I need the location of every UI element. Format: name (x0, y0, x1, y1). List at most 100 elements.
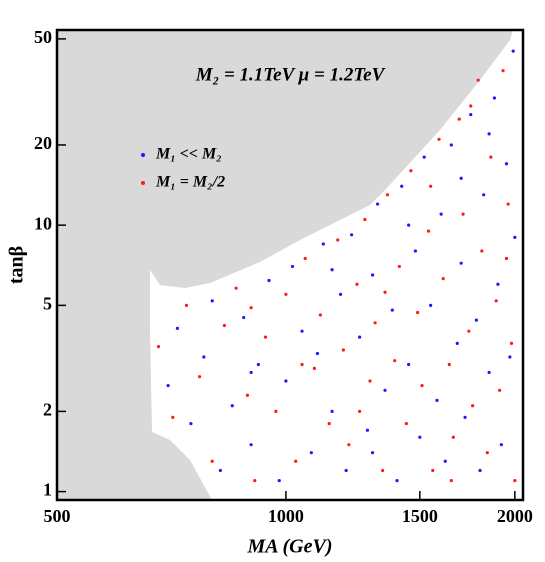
point (210, 459, 214, 463)
y-tick-label: 20 (34, 133, 52, 153)
point (383, 388, 387, 392)
point (485, 451, 489, 455)
point (397, 264, 401, 269)
point (156, 345, 161, 349)
point (449, 478, 453, 483)
point (418, 435, 422, 439)
point (492, 96, 497, 100)
point (336, 238, 340, 242)
point (509, 341, 514, 345)
point (330, 409, 334, 413)
y-tick-label: 10 (34, 213, 52, 233)
point (409, 169, 413, 173)
point (443, 459, 447, 463)
point (294, 459, 298, 463)
y-tick-label: 1 (43, 480, 52, 500)
point (513, 235, 517, 239)
point (429, 303, 433, 307)
point (393, 359, 397, 363)
point (274, 409, 278, 413)
point (463, 415, 467, 419)
point (267, 278, 271, 283)
point (380, 468, 385, 473)
point (303, 256, 307, 261)
point (330, 268, 334, 272)
point (355, 282, 359, 286)
point (459, 261, 463, 265)
point (487, 132, 491, 136)
point (347, 443, 351, 447)
point (431, 468, 435, 473)
point (327, 421, 331, 426)
x-tick-label: 500 (44, 506, 71, 526)
point (459, 176, 463, 180)
point (230, 404, 234, 408)
point (210, 299, 214, 303)
point (395, 478, 399, 483)
point (435, 398, 439, 402)
excluded-region (57, 30, 513, 500)
point (376, 202, 380, 206)
annotation: M₂ = 1.1TeV μ = 1.2TeV (195, 64, 386, 85)
point (318, 313, 322, 317)
legend-label: M₁ = M₂/2 (155, 174, 225, 191)
point (478, 468, 482, 473)
point (341, 348, 345, 352)
point (245, 393, 250, 397)
point (506, 202, 510, 206)
point (476, 78, 480, 82)
plot-frame (55, 28, 525, 502)
point (467, 329, 471, 333)
point (499, 443, 503, 447)
y-tick-label: 50 (34, 27, 52, 47)
point (407, 223, 411, 227)
point (501, 69, 505, 73)
point (474, 318, 478, 322)
point (222, 323, 226, 328)
x-tick-label: 1000 (268, 506, 304, 526)
point (504, 162, 509, 166)
point (482, 193, 486, 197)
point (284, 292, 288, 296)
point (385, 193, 390, 197)
point (469, 112, 473, 117)
point (218, 468, 222, 473)
point (373, 321, 377, 325)
point (368, 379, 372, 383)
point (315, 351, 320, 356)
point (249, 370, 253, 375)
point (422, 155, 426, 159)
x-tick-label: 2000 (497, 506, 533, 526)
point (416, 310, 420, 315)
point (277, 478, 281, 483)
point (189, 421, 193, 426)
point (504, 256, 509, 261)
point (263, 335, 268, 339)
point (166, 383, 170, 388)
point (321, 242, 325, 246)
point (370, 451, 375, 455)
point (508, 355, 512, 359)
point (171, 415, 175, 419)
point (439, 212, 443, 216)
point (358, 335, 362, 339)
point (487, 370, 491, 375)
point (290, 264, 295, 269)
point (457, 117, 461, 121)
y-tick-label: 2 (43, 400, 52, 420)
point (480, 249, 484, 253)
point (249, 443, 253, 447)
point (511, 49, 515, 53)
point (358, 409, 362, 413)
point (429, 184, 433, 188)
point (300, 362, 304, 367)
point (471, 404, 475, 408)
point (242, 315, 246, 320)
point (498, 388, 502, 392)
legend-marker (141, 153, 145, 157)
point (390, 308, 394, 312)
point (234, 286, 238, 290)
x-axis-label: MA (GeV) (247, 536, 333, 558)
point (349, 233, 354, 237)
point (300, 329, 304, 333)
